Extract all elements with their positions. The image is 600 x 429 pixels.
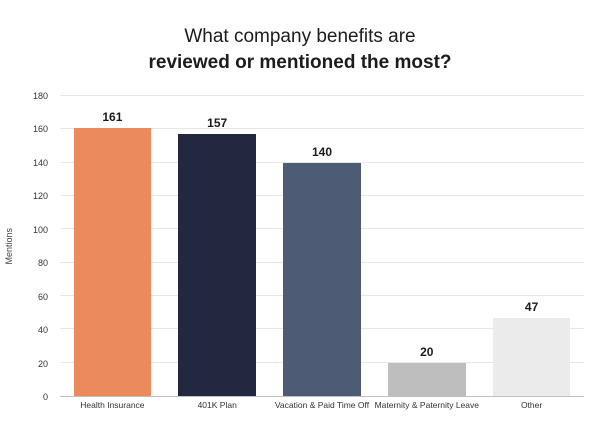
bar (73, 127, 152, 396)
y-tick-label: 100 (32, 224, 48, 235)
bar-value-label: 140 (311, 144, 332, 159)
bar-column: 47 (479, 96, 584, 396)
chart-title-line1: What company benefits are (184, 26, 416, 47)
bar-column: 161 (60, 96, 165, 396)
bar (492, 317, 571, 396)
y-tick-label: 140 (32, 157, 48, 168)
y-tick-label: 120 (32, 191, 48, 202)
gridline (60, 128, 584, 130)
y-tick-label: 40 (37, 325, 48, 336)
bar-column: 20 (374, 96, 479, 396)
x-axis-category-label: Other (520, 400, 543, 410)
bar-value-label: 161 (102, 109, 123, 124)
y-tick-label: 0 (42, 392, 48, 402)
bar (388, 362, 466, 396)
chart-title: What company benefits are reviewed or me… (0, 24, 600, 75)
y-tick-label: 160 (32, 124, 48, 135)
bar (283, 162, 361, 396)
bar (178, 134, 256, 396)
y-axis-label-wrap: Mentions (0, 96, 18, 397)
x-axis-category-label: Health Insurance (80, 400, 145, 410)
chart-title-line2: reviewed or mentioned the most? (148, 51, 452, 73)
y-tick-label: 60 (37, 291, 48, 302)
plot-area: 161 157 140 20 47 (60, 95, 584, 397)
bar-column: 140 (270, 96, 375, 396)
y-axis-ticks: 0 20 40 60 80 100 120 140 160 180 (20, 91, 54, 402)
bar-value-label: 47 (524, 299, 539, 314)
gridline (60, 161, 584, 163)
categories-row: Health Insurance 401K Plan Vacation & Paid… (60, 400, 584, 410)
bar-value-label: 157 (207, 116, 228, 131)
bar-column: 157 (165, 96, 270, 396)
y-tick-label: 180 (32, 91, 48, 101)
gridline (60, 95, 584, 96)
x-axis-category-label: 401K Plan (197, 400, 237, 410)
y-axis-label: Mentions (4, 228, 14, 265)
y-tick-label: 80 (37, 258, 48, 269)
bar-value-label: 20 (420, 344, 434, 359)
bars-row: 161 157 140 20 47 (60, 96, 584, 396)
y-tick-label: 20 (37, 358, 48, 369)
x-axis-category-label: Vacation & Paid Time Off (274, 400, 370, 410)
x-axis-category-label: Maternity & Paternity Leave (374, 400, 479, 410)
